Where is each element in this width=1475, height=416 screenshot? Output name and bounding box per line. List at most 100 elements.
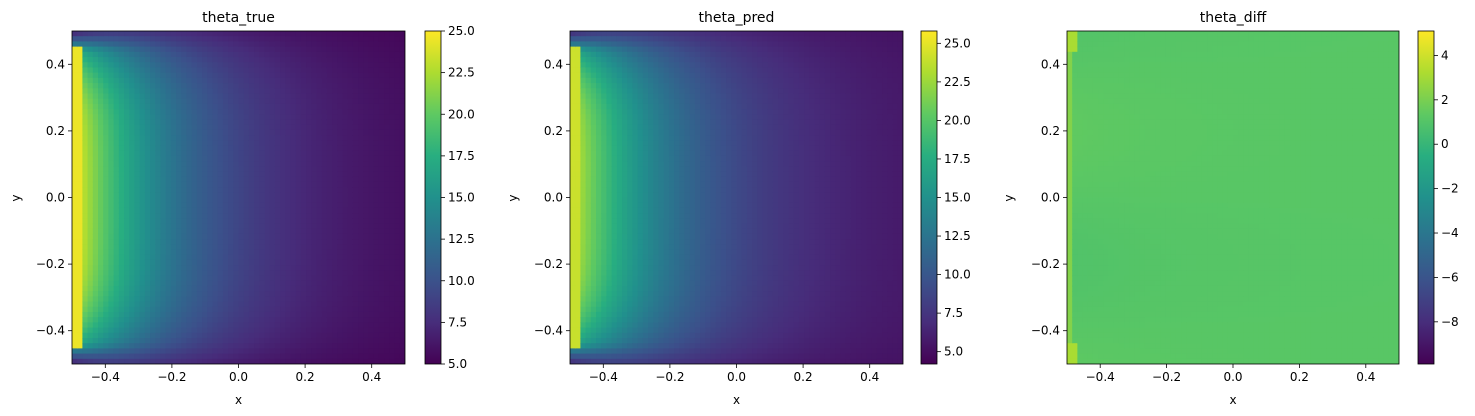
heatmap-cell [616, 51, 623, 58]
heatmap-cell [347, 218, 354, 225]
heatmap-cell [352, 171, 359, 178]
heatmap-cell [77, 265, 83, 271]
heatmap-cell [332, 88, 338, 95]
heatmap-cell [170, 171, 177, 178]
heatmap-cell [616, 72, 623, 79]
heatmap-cell [170, 285, 177, 292]
heatmap-cell [368, 88, 375, 95]
heatmap-cell [585, 129, 592, 136]
heatmap-cell [616, 176, 623, 183]
heatmap-cell [373, 265, 380, 271]
heatmap-cell [280, 109, 286, 115]
heatmap-cell [144, 187, 151, 193]
heatmap-cell [616, 291, 623, 297]
heatmap-cell [363, 93, 370, 100]
heatmap-cell [77, 275, 83, 282]
heatmap-cell [186, 280, 193, 287]
heatmap-cell [627, 62, 634, 69]
heatmap-cell [269, 93, 276, 100]
heatmap-cell [103, 239, 110, 245]
heatmap-cell [243, 337, 250, 344]
heatmap-cell [165, 197, 172, 204]
heatmap-cell [207, 202, 214, 209]
heatmap-cell [118, 161, 125, 167]
heatmap-cell [306, 103, 312, 110]
heatmap-cell [181, 46, 188, 53]
heatmap-cell [606, 270, 613, 277]
heatmap-cell [118, 62, 125, 69]
heatmap-cell [622, 207, 628, 214]
heatmap-cell [347, 249, 354, 256]
heatmap-cell [155, 103, 162, 110]
heatmap-cell [202, 228, 208, 235]
heatmap-cell [139, 285, 146, 292]
heatmap-cell [217, 155, 224, 162]
heatmap-cell [373, 46, 380, 53]
heatmap-cell [228, 296, 234, 303]
heatmap-cell [72, 46, 78, 53]
heatmap-cell [129, 306, 136, 313]
heatmap-cell [191, 187, 198, 193]
heatmap-cell [254, 202, 260, 209]
heatmap-cell [611, 343, 618, 349]
heatmap-cell [72, 275, 78, 282]
heatmap-cell [274, 83, 281, 89]
heatmap-cell [384, 296, 390, 303]
heatmap-cell [316, 332, 323, 339]
heatmap-cell [347, 67, 354, 74]
heatmap-cell [627, 88, 634, 95]
heatmap-cell [243, 161, 250, 167]
heatmap-cell [575, 223, 581, 230]
heatmap-cell [596, 228, 602, 235]
heatmap-cell [228, 285, 234, 292]
heatmap-cell [269, 317, 276, 323]
heatmap-cell [363, 233, 370, 240]
heatmap-cell [124, 93, 130, 100]
heatmap-cell [92, 109, 99, 115]
heatmap-cell [134, 213, 141, 219]
heatmap-cell [248, 31, 255, 37]
heatmap-cell [326, 181, 333, 188]
heatmap-cell [165, 306, 172, 313]
heatmap-cell [316, 306, 323, 313]
heatmap-cell [269, 223, 276, 230]
heatmap-cell [580, 93, 587, 100]
heatmap-cell [129, 140, 136, 147]
heatmap-cell [596, 176, 602, 183]
heatmap-cell [290, 301, 297, 308]
heatmap-cell [274, 187, 281, 193]
heatmap-cell [389, 83, 396, 89]
heatmap-cell [580, 337, 587, 344]
heatmap-cell [124, 265, 130, 271]
heatmap-cell [243, 135, 250, 141]
heatmap-cell [87, 36, 94, 42]
heatmap-cell [82, 348, 89, 355]
heatmap-cell [363, 187, 370, 193]
heatmap-cell [254, 317, 260, 323]
heatmap-cell [233, 192, 240, 199]
heatmap-cell [202, 119, 208, 126]
heatmap-cell [139, 254, 146, 261]
heatmap-cell [378, 202, 385, 209]
heatmap-cell [627, 317, 634, 323]
heatmap-cell [326, 67, 333, 74]
heatmap-cell [87, 301, 94, 308]
heatmap-cell [601, 285, 608, 292]
heatmap-cell [113, 306, 120, 313]
heatmap-cell [139, 77, 146, 84]
heatmap-cell [622, 343, 628, 349]
heatmap-cell [118, 265, 125, 271]
heatmap-cell [321, 306, 328, 313]
heatmap-cell [202, 218, 208, 225]
heatmap-cell [316, 317, 323, 323]
heatmap-cell [87, 353, 94, 360]
heatmap-cell [144, 228, 151, 235]
heatmap-cell [368, 171, 375, 178]
heatmap-cell [394, 192, 401, 199]
heatmap-cell [585, 187, 592, 193]
heatmap-cell [124, 72, 130, 79]
heatmap-cell [580, 343, 587, 349]
heatmap-cell [368, 311, 375, 318]
heatmap-cell [139, 265, 146, 271]
heatmap-cell [399, 145, 405, 152]
